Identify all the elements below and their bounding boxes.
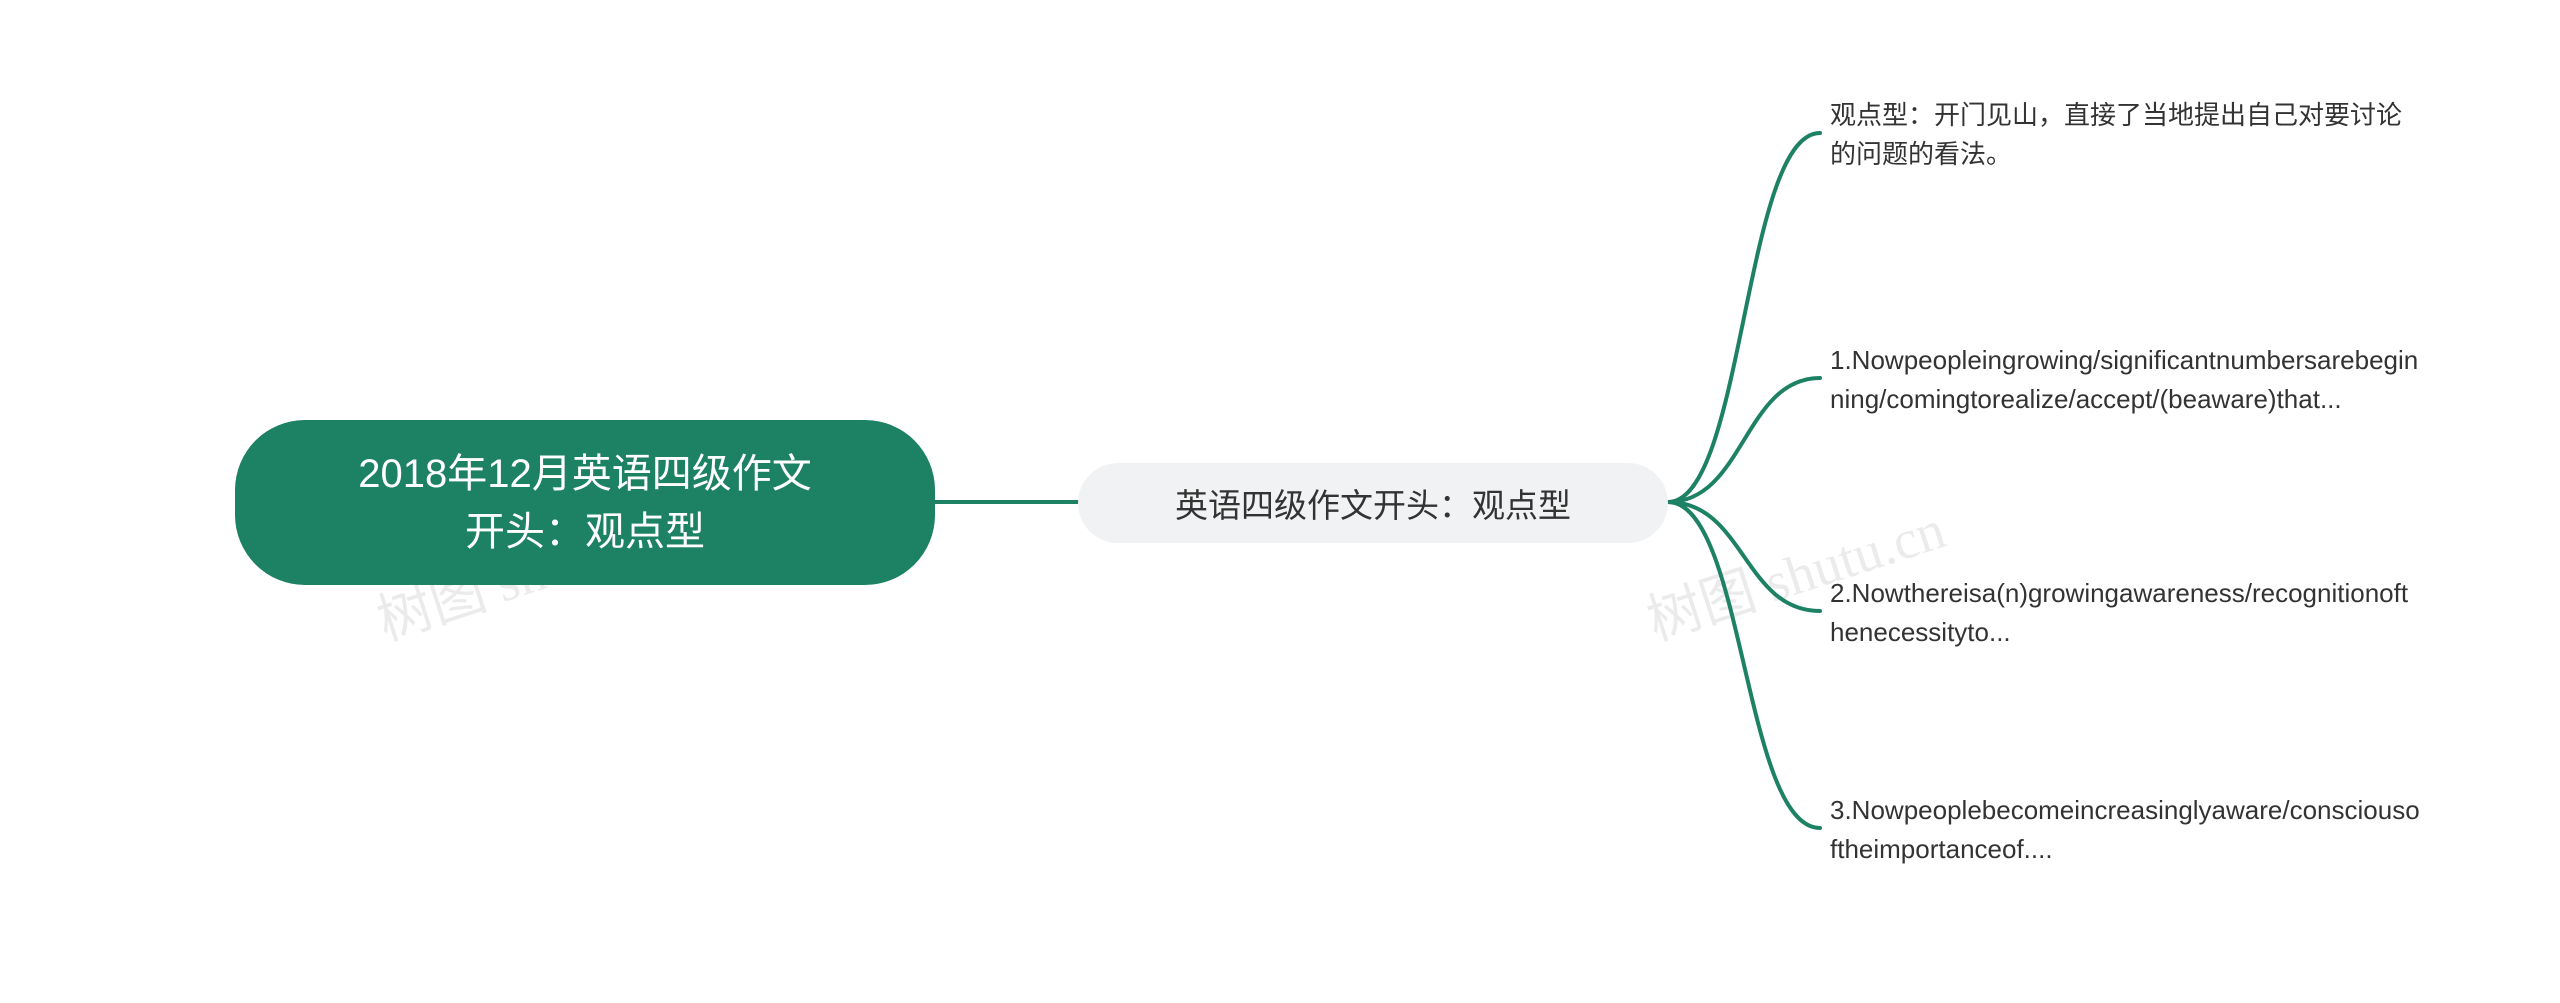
leaf-node-3: 3.Nowpeoplebecomeincreasinglyaware/consc… bbox=[1830, 790, 2420, 870]
root-line1: 2018年12月英语四级作文 bbox=[358, 445, 811, 503]
leaf-text-2: 2.Nowthereisa(n)growingawareness/recogni… bbox=[1830, 574, 2420, 652]
mindmap-canvas: 树图 shutu.cn 树图 shutu.cn 2018年12月英语四级作文 开… bbox=[0, 0, 2560, 1003]
leaf-node-0: 观点型：开门见山，直接了当地提出自己对要讨论的问题的看法。 bbox=[1830, 95, 2420, 175]
level2-node: 英语四级作文开头：观点型 bbox=[1078, 463, 1668, 543]
leaf-text-1: 1.Nowpeopleingrowing/significantnumbersa… bbox=[1830, 341, 2420, 419]
leaf-text-3: 3.Nowpeoplebecomeincreasinglyaware/consc… bbox=[1830, 791, 2420, 869]
leaf-node-1: 1.Nowpeopleingrowing/significantnumbersa… bbox=[1830, 320, 2420, 440]
root-node: 2018年12月英语四级作文 开头：观点型 bbox=[235, 420, 935, 585]
level2-label: 英语四级作文开头：观点型 bbox=[1175, 479, 1571, 527]
leaf-text-0: 观点型：开门见山，直接了当地提出自己对要讨论的问题的看法。 bbox=[1830, 96, 2420, 174]
root-line2: 开头：观点型 bbox=[358, 503, 811, 561]
leaf-node-2: 2.Nowthereisa(n)growingawareness/recogni… bbox=[1830, 573, 2420, 653]
